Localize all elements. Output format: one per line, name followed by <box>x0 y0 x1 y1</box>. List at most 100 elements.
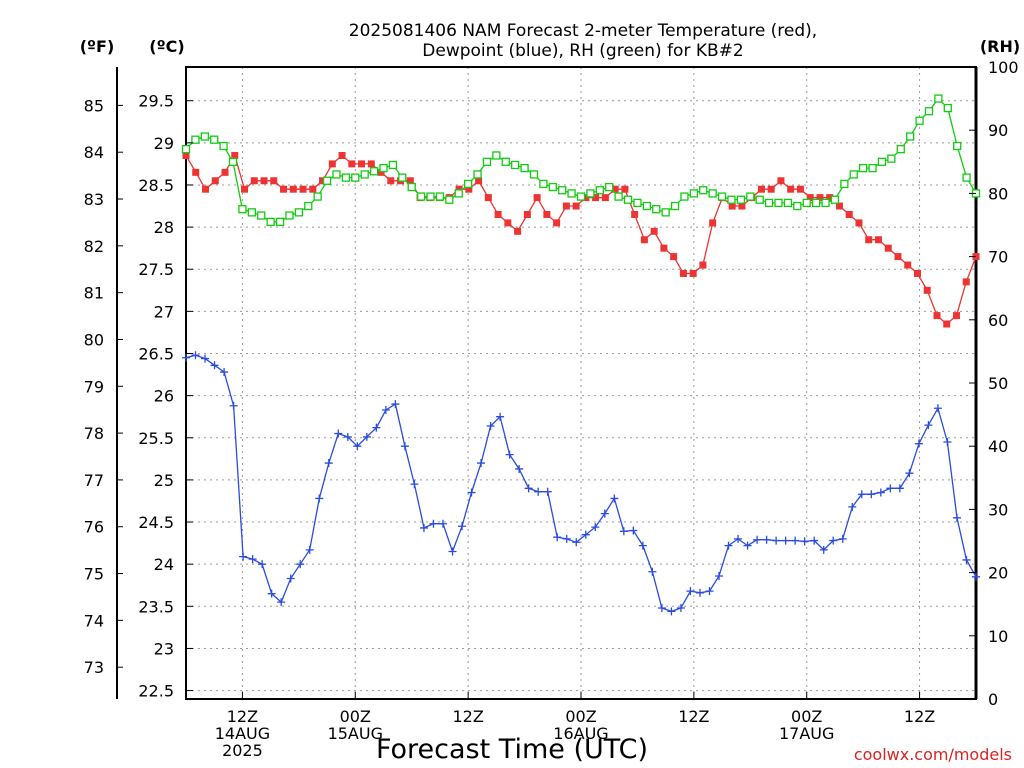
dewpoint-data-point <box>267 589 276 598</box>
rh-data-point <box>369 167 379 176</box>
x-tick-label: 17AUG <box>779 724 834 743</box>
dewpoint-data-point <box>467 488 476 497</box>
dewpoint-data-point <box>381 405 390 414</box>
dewpoint-data-point <box>705 587 714 596</box>
dewpoint-data-point <box>591 523 600 532</box>
temperature-data-point <box>465 185 473 193</box>
temperature-data-point <box>406 177 414 185</box>
celsius-tick-label: 22.5 <box>138 682 174 701</box>
rh-data-point <box>351 173 360 182</box>
dewpoint-data-point <box>724 541 733 550</box>
rh-data-point <box>247 208 256 217</box>
celsius-tick-label: 25 <box>154 471 174 490</box>
dewpoint-data-point <box>277 598 286 607</box>
dewpoint-data-point <box>686 587 695 596</box>
dewpoint-data-point <box>496 412 505 421</box>
rh-data-point <box>558 186 567 195</box>
dewpoint-data-point <box>400 442 409 451</box>
temperature-data-point <box>338 151 346 159</box>
dewpoint-data-point <box>895 484 904 493</box>
dewpoint-data-point <box>334 429 343 438</box>
dewpoint-data-point <box>914 439 923 448</box>
dewpoint-data-point <box>562 534 571 543</box>
rh-data-point <box>341 173 351 182</box>
rh-data-point <box>943 103 952 113</box>
rh-tick-label: 10 <box>988 627 1008 646</box>
temperature-data-point <box>777 177 785 185</box>
temperature-data-point <box>319 177 327 185</box>
celsius-tick-label: 26.5 <box>138 345 174 364</box>
dewpoint-data-point <box>553 533 562 542</box>
rh-data-point <box>764 198 774 208</box>
dewpoint-data-point <box>524 484 533 493</box>
temperature-data-point <box>787 185 795 193</box>
celsius-tick-label: 23 <box>154 639 174 658</box>
temperature-data-point <box>358 160 366 168</box>
rh-data-point <box>228 157 238 166</box>
temperature-data-point <box>884 244 892 252</box>
rh-data-point <box>670 201 680 211</box>
celsius-tick-label: 27 <box>154 302 174 321</box>
dewpoint-data-point <box>201 354 210 363</box>
temperature-data-point <box>933 312 941 320</box>
rh-data-point <box>388 160 398 170</box>
rh-data-point <box>661 208 670 217</box>
dewpoint-series-line <box>185 354 977 613</box>
rh-data-point <box>830 195 840 204</box>
rh-data-point <box>426 192 435 201</box>
dewpoint-data-point <box>419 523 428 532</box>
temperature-data-point <box>202 185 210 193</box>
dewpoint-data-point <box>477 459 486 468</box>
rh-data-point <box>962 173 971 182</box>
rh-data-point <box>821 198 830 208</box>
dewpoint-data-point <box>343 432 352 441</box>
chart-title-line-2: Dewpoint (blue), RH (green) for KB#2 <box>422 41 743 61</box>
dewpoint-data-point <box>581 530 590 539</box>
fahrenheit-tick-label: 74 <box>84 611 104 630</box>
temperature-data-point <box>699 261 707 269</box>
dewpoint-data-point <box>857 490 866 499</box>
dewpoint-data-point <box>305 545 314 554</box>
temperature-data-point <box>952 312 960 320</box>
rh-data-point <box>304 201 313 211</box>
dewpoint-data-point <box>296 560 305 569</box>
rh-data-point <box>887 154 896 163</box>
temperature-data-point <box>553 219 561 227</box>
x-tick-label: 12Z <box>904 707 935 726</box>
rh-tick-label: 80 <box>988 184 1008 203</box>
x-tick-label: 00Z <box>791 707 822 726</box>
celsius-tick-label: 28 <box>154 218 174 237</box>
rh-data-point <box>924 107 934 116</box>
dewpoint-data-point <box>391 400 400 409</box>
rh-tick-label: 30 <box>988 500 1008 519</box>
dewpoint-data-point <box>810 536 819 545</box>
plot-frame <box>185 66 977 700</box>
dewpoint-data-point <box>610 494 619 503</box>
celsius-unit-label: (ºC) <box>149 37 184 56</box>
rh-data-point <box>586 189 595 198</box>
celsius-tick-label: 24 <box>154 555 174 574</box>
rh-data-point <box>708 189 717 198</box>
temperature-data-point <box>280 185 288 193</box>
fahrenheit-tick-label: 79 <box>84 377 104 396</box>
temperature-data-point <box>523 210 531 218</box>
rh-tick-label: 50 <box>988 374 1008 393</box>
temperature-data-point <box>270 177 278 185</box>
x-tick-label: 2025 <box>222 741 263 760</box>
temperature-data-point <box>211 177 219 185</box>
dewpoint-data-point <box>905 469 914 478</box>
dewpoint-data-point <box>781 536 790 545</box>
temperature-data-point <box>309 185 317 193</box>
temperature-data-point <box>231 151 239 159</box>
dewpoint-data-point <box>486 421 495 430</box>
rh-data-point <box>379 163 388 173</box>
temperature-data-point <box>796 185 804 193</box>
temperature-data-point <box>533 194 541 202</box>
rh-data-point <box>548 182 557 192</box>
dewpoint-data-point <box>886 484 895 493</box>
rh-data-point <box>210 135 219 144</box>
dewpoint-data-point <box>648 567 657 576</box>
celsius-tick-label: 29 <box>154 134 174 153</box>
dewpoint-data-point <box>762 535 771 544</box>
